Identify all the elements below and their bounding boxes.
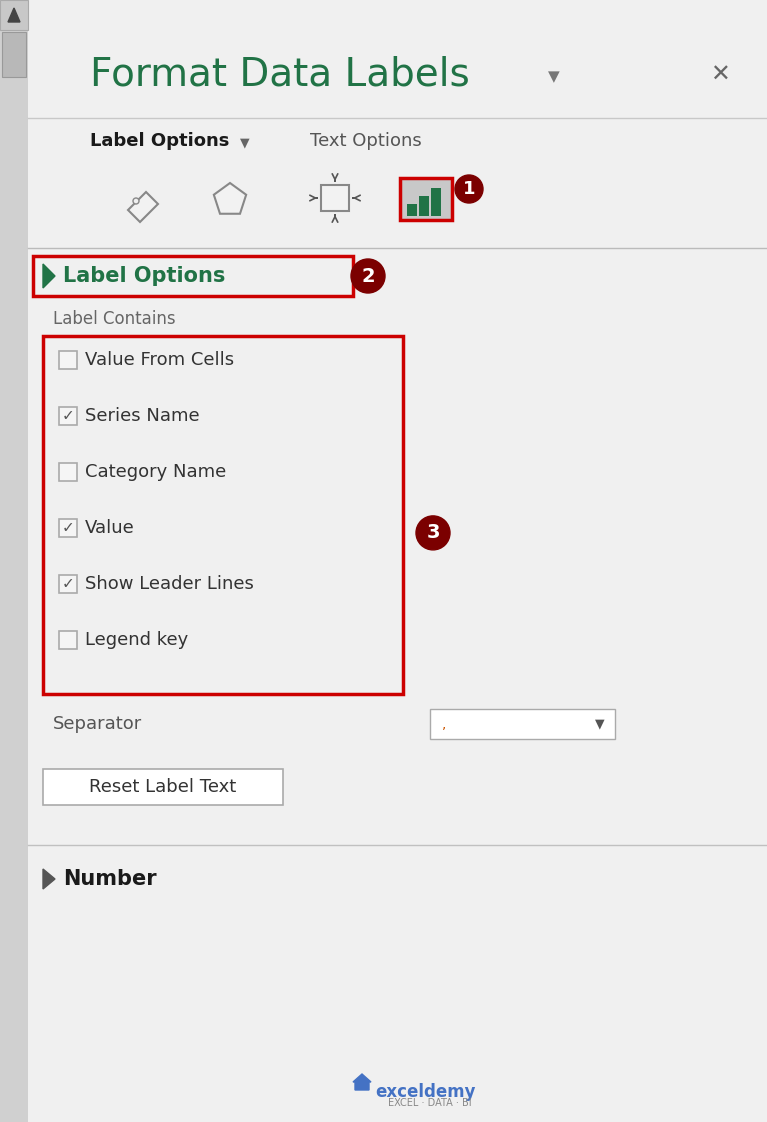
Bar [59, 351, 77, 369]
Text: 1: 1 [463, 180, 476, 197]
Text: ✓: ✓ [61, 521, 74, 535]
Text: Label Contains: Label Contains [53, 310, 176, 328]
Bar [59, 574, 77, 594]
Circle shape [133, 197, 139, 204]
Bar [59, 631, 77, 649]
Text: Text Options: Text Options [310, 132, 422, 150]
Circle shape [416, 516, 450, 550]
Bar [0, 0, 28, 1122]
Text: Reset Label Text: Reset Label Text [90, 778, 237, 795]
Polygon shape [214, 183, 246, 214]
Bar [321, 185, 349, 211]
Text: Format Data Labels: Format Data Labels [90, 55, 469, 93]
Bar [43, 769, 283, 804]
Bar [59, 463, 77, 481]
Polygon shape [8, 8, 20, 22]
Text: Show Leader Lines: Show Leader Lines [85, 574, 254, 594]
Bar [59, 407, 77, 425]
Text: exceldemy: exceldemy [375, 1083, 476, 1101]
Bar [400, 178, 452, 220]
Bar [2, 33, 26, 77]
Text: ▼: ▼ [240, 136, 249, 149]
Text: 2: 2 [361, 267, 375, 285]
Bar [430, 709, 615, 739]
Text: Series Name: Series Name [85, 407, 199, 425]
Text: EXCEL · DATA · BI: EXCEL · DATA · BI [388, 1098, 472, 1109]
Polygon shape [353, 1074, 371, 1082]
Bar [431, 188, 441, 217]
Bar [33, 256, 353, 296]
Bar [0, 0, 28, 30]
Text: Label Options: Label Options [63, 266, 225, 286]
Text: ✕: ✕ [710, 63, 729, 88]
Circle shape [351, 259, 385, 293]
Text: ✓: ✓ [61, 577, 74, 591]
Text: Category Name: Category Name [85, 463, 226, 481]
Text: Value From Cells: Value From Cells [85, 351, 234, 369]
Bar [419, 196, 429, 217]
Polygon shape [355, 1076, 369, 1089]
Text: Number: Number [63, 870, 156, 889]
Circle shape [455, 175, 483, 203]
Text: Separator: Separator [53, 715, 142, 733]
Text: ,: , [442, 717, 446, 732]
Text: ▼: ▼ [548, 68, 560, 84]
Text: ▼: ▼ [595, 717, 604, 730]
Polygon shape [43, 870, 55, 889]
Text: Value: Value [85, 519, 135, 537]
Polygon shape [128, 192, 158, 222]
Bar [407, 204, 417, 217]
Text: 3: 3 [426, 523, 439, 542]
Polygon shape [43, 264, 55, 288]
Text: Label Options: Label Options [90, 132, 229, 150]
Text: ✓: ✓ [61, 408, 74, 423]
Bar [43, 335, 403, 695]
Bar [59, 519, 77, 537]
Text: Legend key: Legend key [85, 631, 188, 649]
